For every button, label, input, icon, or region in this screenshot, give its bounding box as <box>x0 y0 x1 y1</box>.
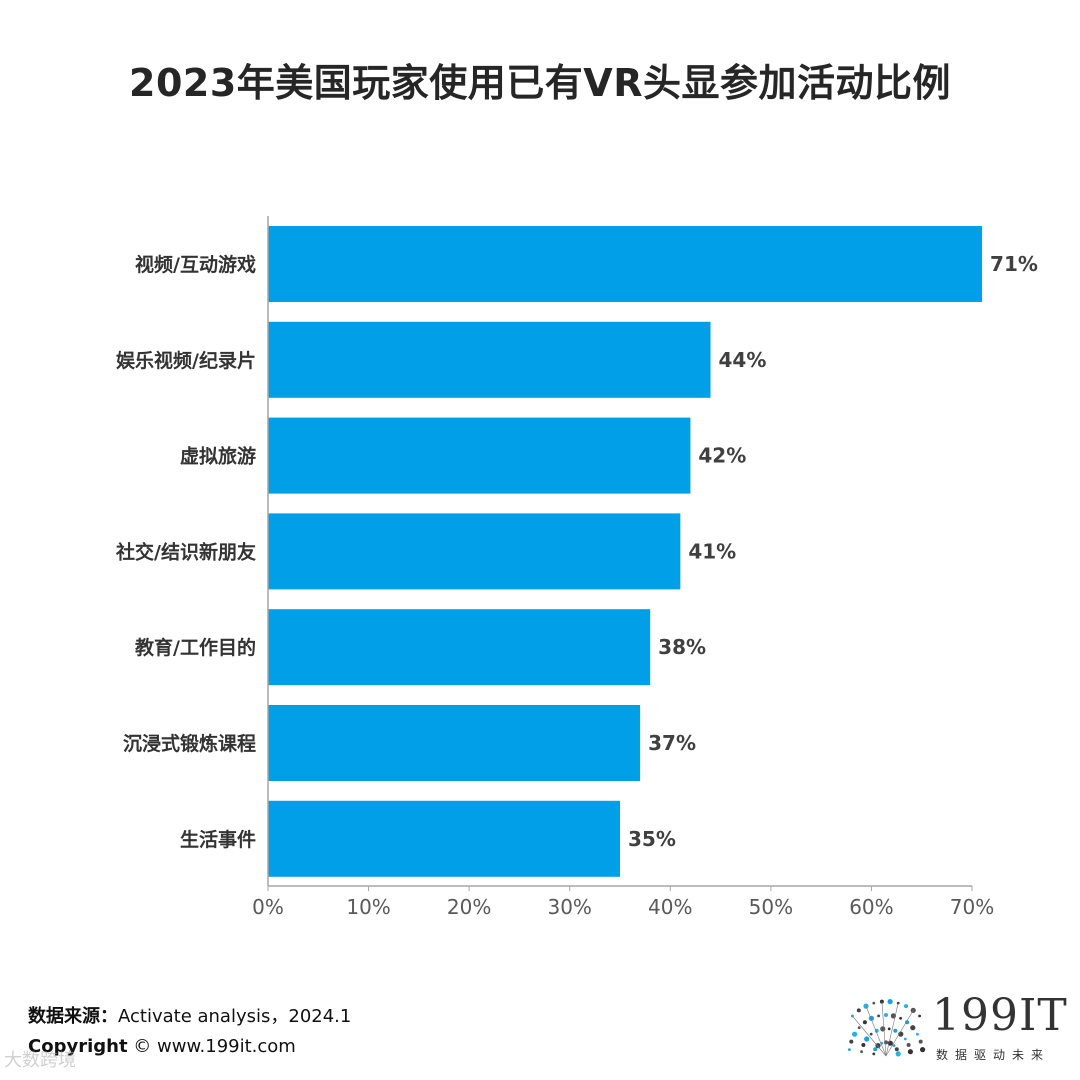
category-label-6: 生活事件 <box>180 828 256 851</box>
logo-dot <box>879 999 884 1004</box>
x-tick-label-2: 20% <box>447 895 491 919</box>
logo-dot <box>895 1051 901 1057</box>
bar-4 <box>268 609 651 686</box>
logo-dot <box>860 1050 863 1054</box>
axes <box>267 216 973 891</box>
logo-dot <box>873 1047 878 1052</box>
logo-dot <box>863 1003 869 1009</box>
logo-dot <box>904 1004 908 1009</box>
category-label-0: 视频/互动游戏 <box>135 253 256 276</box>
bar-5 <box>268 705 641 781</box>
logo-dot <box>862 1020 867 1025</box>
x-tick-labels: 0% 10% 20% 30% 40% 50% 60% 70% <box>252 895 994 919</box>
x-tick-label-5: 50% <box>749 895 793 919</box>
logo-stem <box>865 1005 887 1057</box>
logo-dot <box>872 1052 876 1056</box>
value-label-5: 37% <box>648 731 696 755</box>
logo-dot <box>887 1027 891 1031</box>
logo-dot <box>872 1001 876 1005</box>
data-source-value: Activate analysis，2024.1 <box>118 1006 352 1027</box>
x-tick-label-1: 10% <box>346 895 390 919</box>
logo-dot <box>903 1037 907 1041</box>
logo-stem <box>885 1010 914 1057</box>
logo-dot <box>884 1013 888 1017</box>
x-tick-label-7: 70% <box>950 895 994 919</box>
logo-dot <box>918 1039 923 1044</box>
logo-dot <box>916 1032 919 1036</box>
category-label-5: 沉浸式锻炼课程 <box>123 732 256 755</box>
value-label-2: 42% <box>698 444 746 468</box>
logo-dot <box>856 1008 861 1013</box>
logo-dot <box>894 1047 899 1052</box>
bar-2 <box>268 417 691 494</box>
logo-dot <box>864 1036 870 1042</box>
data-source: 数据来源：Activate analysis，2024.1 <box>28 1002 351 1028</box>
bar-0 <box>268 226 983 302</box>
logo-dot <box>849 1039 854 1044</box>
brand-name: 199IT <box>932 990 1068 1041</box>
logo-stem <box>885 1003 899 1057</box>
category-label-3: 社交/结识新朋友 <box>115 540 256 563</box>
brand-logo: 199IT 数据驱动未来 <box>846 990 1068 1070</box>
logo-dot <box>907 1049 913 1055</box>
category-label-2: 虚拟旅游 <box>180 445 256 468</box>
logo-dot <box>910 1025 916 1031</box>
copyright-label: Copyright <box>28 1036 128 1057</box>
chart-title: 2023年美国玩家使用已有VR头显参加活动比例 <box>129 61 951 105</box>
category-label-4: 教育/工作目的 <box>135 636 256 659</box>
bar-3 <box>268 513 681 590</box>
logo-dot <box>875 1043 881 1049</box>
logo-dot <box>852 1031 858 1037</box>
logo-dot <box>906 1043 911 1047</box>
category-label-1: 娱乐视频/纪录片 <box>116 349 256 372</box>
value-label-0: 71% <box>990 252 1038 276</box>
logo-dot <box>880 1026 886 1032</box>
logo-stem <box>852 1015 887 1057</box>
x-tick-label-3: 30% <box>547 895 591 919</box>
logo-dot <box>918 1014 921 1018</box>
logo-dot <box>896 1001 900 1005</box>
logo-dot <box>877 1014 880 1018</box>
x-tick-label-6: 60% <box>849 895 893 919</box>
logo-dot <box>892 1044 896 1047</box>
logo-dot <box>887 999 893 1005</box>
logo-dot <box>920 1047 926 1053</box>
logo-dot <box>848 1048 851 1051</box>
brand-slogan: 数据驱动未来 <box>936 1048 1051 1062</box>
bars-group <box>268 226 983 877</box>
x-tick-label-4: 40% <box>648 895 692 919</box>
data-source-label: 数据来源： <box>28 1006 118 1027</box>
logo-dot <box>857 1026 861 1030</box>
bar-1 <box>268 321 711 398</box>
value-label-6: 35% <box>628 827 676 851</box>
watermark: 大数跨境 <box>4 1050 76 1071</box>
value-label-4: 38% <box>658 635 706 659</box>
x-tick-label-0: 0% <box>252 895 284 919</box>
value-labels: 71% 44% 42% 41% 38% 37% 35% <box>628 252 1038 851</box>
copyright: Copyright © www.199it.com <box>28 1036 296 1057</box>
dandelion-dots-icon <box>848 999 926 1057</box>
bar-6 <box>268 800 620 877</box>
value-label-1: 44% <box>719 348 767 372</box>
category-labels: 视频/互动游戏娱乐视频/纪录片虚拟旅游社交/结识新朋友教育/工作目的沉浸式锻炼课… <box>115 253 256 851</box>
logo-dot <box>869 1032 873 1036</box>
logo-dot <box>905 1020 910 1025</box>
logo-dot <box>899 1016 902 1020</box>
logo-stem <box>881 1001 887 1057</box>
logo-dot <box>861 1043 866 1047</box>
value-label-3: 41% <box>688 539 736 563</box>
copyright-value: © www.199it.com <box>133 1036 296 1057</box>
logo-dot <box>893 1028 898 1033</box>
